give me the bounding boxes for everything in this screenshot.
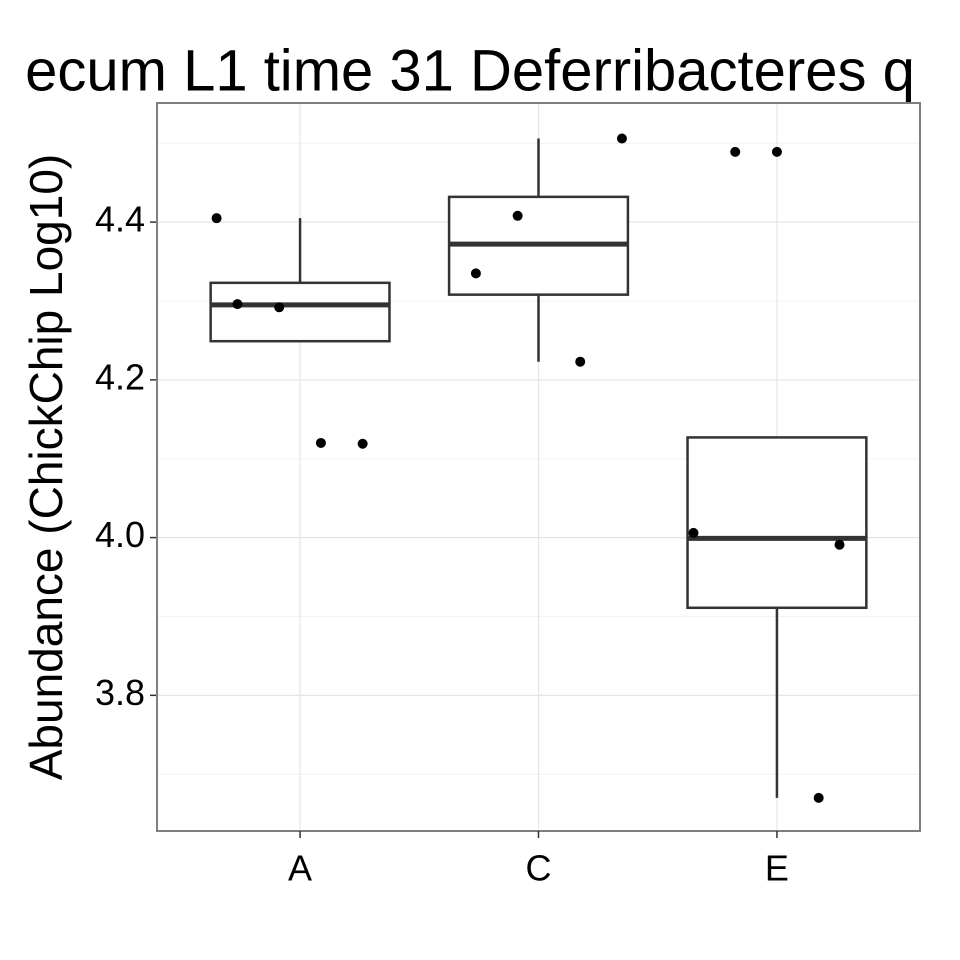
y-tick-label: 3.8 [95, 672, 145, 713]
point [616, 133, 627, 144]
y-tick-label: 4.4 [95, 199, 145, 240]
point [688, 527, 699, 538]
x-tick-label: C [526, 848, 552, 889]
point [315, 437, 326, 448]
box [209, 281, 391, 343]
y-tick-label: 4.0 [95, 514, 145, 555]
y-tick-label: 4.2 [95, 356, 145, 397]
point [470, 268, 481, 279]
point [512, 210, 523, 221]
chart-title: ecum L1 time 31 Deferribacteres q [25, 38, 915, 103]
point [771, 146, 782, 157]
point [730, 146, 741, 157]
x-tick-label: A [288, 848, 312, 889]
point [813, 792, 824, 803]
box [686, 436, 868, 610]
point [232, 299, 243, 310]
point [211, 213, 222, 224]
y-axis-label: Abundance (ChickChip Log10) [20, 154, 72, 781]
x-tick-label: E [765, 848, 789, 889]
point [575, 356, 586, 367]
point [834, 539, 845, 550]
point [274, 302, 285, 313]
point [357, 438, 368, 449]
